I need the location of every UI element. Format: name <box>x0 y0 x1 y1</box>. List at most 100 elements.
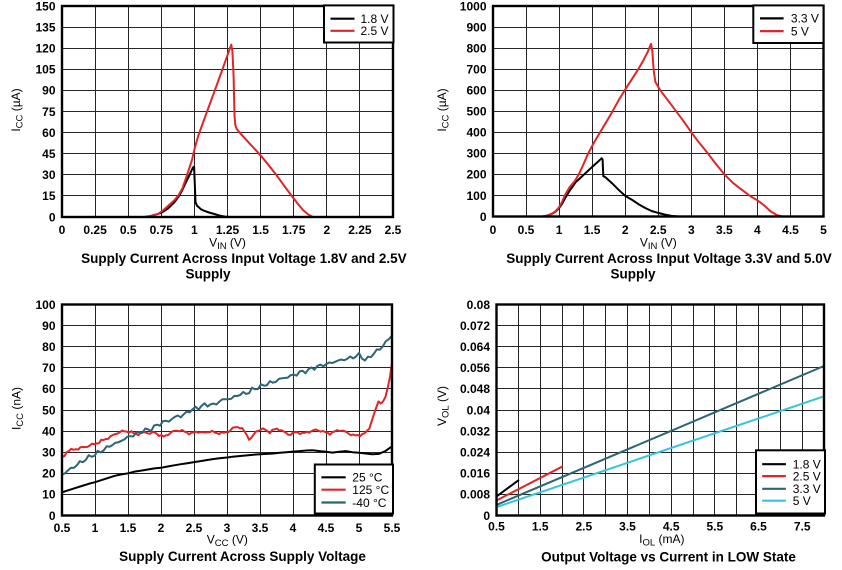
svg-text:105: 105 <box>35 63 55 77</box>
svg-text:800: 800 <box>466 41 486 55</box>
svg-text:3: 3 <box>688 223 695 237</box>
svg-text:3.5: 3.5 <box>619 520 636 534</box>
svg-text:Output Voltage vs Current in L: Output Voltage vs Current in LOW State <box>541 549 796 564</box>
svg-text:100: 100 <box>466 189 486 203</box>
svg-text:6.5: 6.5 <box>750 520 767 534</box>
svg-text:2.5: 2.5 <box>385 223 402 237</box>
svg-text:4.5: 4.5 <box>318 521 335 535</box>
svg-text:30: 30 <box>42 168 56 182</box>
svg-text:30: 30 <box>42 446 56 460</box>
svg-text:0.024: 0.024 <box>460 446 490 460</box>
svg-text:0.75: 0.75 <box>150 223 174 237</box>
svg-text:100: 100 <box>35 298 55 312</box>
svg-text:4.5: 4.5 <box>782 223 799 237</box>
svg-text:0.048: 0.048 <box>460 382 490 396</box>
svg-text:70: 70 <box>42 361 56 375</box>
svg-text:3: 3 <box>224 521 231 535</box>
svg-text:5: 5 <box>820 223 827 237</box>
svg-text:0.056: 0.056 <box>460 361 490 375</box>
svg-text:4: 4 <box>290 521 297 535</box>
svg-text:1000: 1000 <box>460 0 487 13</box>
svg-text:5 V: 5 V <box>793 494 811 508</box>
svg-text:2.5 V: 2.5 V <box>361 24 389 38</box>
svg-text:0.5: 0.5 <box>488 520 505 534</box>
svg-text:900: 900 <box>466 20 486 34</box>
svg-text:0.5: 0.5 <box>518 223 535 237</box>
svg-text:0.25: 0.25 <box>83 223 107 237</box>
svg-text:1.8 V: 1.8 V <box>793 458 821 472</box>
svg-text:1.5: 1.5 <box>584 223 601 237</box>
svg-text:75: 75 <box>42 105 56 119</box>
svg-text:45: 45 <box>42 147 56 161</box>
svg-text:150: 150 <box>35 0 55 13</box>
svg-text:0: 0 <box>59 223 66 237</box>
svg-text:3.5: 3.5 <box>252 521 269 535</box>
svg-text:0.5: 0.5 <box>54 521 71 535</box>
svg-text:4.5: 4.5 <box>663 520 680 534</box>
svg-text:1.75: 1.75 <box>282 223 306 237</box>
svg-text:135: 135 <box>35 20 55 34</box>
svg-text:5 V: 5 V <box>791 24 809 38</box>
svg-text:300: 300 <box>466 147 486 161</box>
svg-text:0.064: 0.064 <box>460 340 490 354</box>
svg-text:1.25: 1.25 <box>216 223 240 237</box>
svg-text:3.5: 3.5 <box>716 223 733 237</box>
svg-text:20: 20 <box>42 467 56 481</box>
svg-text:1: 1 <box>92 521 99 535</box>
svg-text:7.5: 7.5 <box>794 520 811 534</box>
svg-text:4: 4 <box>754 223 761 237</box>
svg-text:25 °C: 25 °C <box>352 471 382 485</box>
svg-text:5.5: 5.5 <box>384 521 401 535</box>
svg-text:700: 700 <box>466 63 486 77</box>
svg-text:1.8 V: 1.8 V <box>361 12 389 26</box>
svg-text:3.3 V: 3.3 V <box>793 482 821 496</box>
svg-text:2: 2 <box>622 223 629 237</box>
svg-text:2: 2 <box>323 223 330 237</box>
svg-text:60: 60 <box>42 382 56 396</box>
svg-text:400: 400 <box>466 126 486 140</box>
svg-text:60: 60 <box>42 126 56 140</box>
svg-text:2.5: 2.5 <box>575 520 592 534</box>
svg-text:0.032: 0.032 <box>460 424 490 438</box>
svg-text:Supply: Supply <box>610 267 655 282</box>
svg-text:1.5: 1.5 <box>532 520 549 534</box>
svg-text:0.008: 0.008 <box>460 488 490 502</box>
svg-text:50: 50 <box>42 403 56 417</box>
svg-text:0.5: 0.5 <box>120 223 137 237</box>
svg-text:1.5: 1.5 <box>252 223 269 237</box>
svg-text:80: 80 <box>42 340 56 354</box>
svg-text:5: 5 <box>356 521 363 535</box>
svg-text:2.5: 2.5 <box>186 521 203 535</box>
svg-text:1: 1 <box>191 223 198 237</box>
svg-text:0: 0 <box>480 210 487 224</box>
svg-text:0: 0 <box>483 509 490 523</box>
svg-text:120: 120 <box>35 42 55 56</box>
svg-text:125 °C: 125 °C <box>352 483 389 497</box>
svg-text:0: 0 <box>49 210 56 224</box>
svg-text:0.072: 0.072 <box>460 319 490 333</box>
svg-text:600: 600 <box>466 84 486 98</box>
svg-text:Supply: Supply <box>185 267 230 282</box>
svg-text:40: 40 <box>42 424 56 438</box>
svg-text:Supply Current Across Supply V: Supply Current Across Supply Voltage <box>119 549 366 564</box>
svg-text:90: 90 <box>42 84 56 98</box>
svg-text:-40 °C: -40 °C <box>352 496 386 510</box>
svg-text:1.5: 1.5 <box>120 521 137 535</box>
svg-text:15: 15 <box>42 189 56 203</box>
svg-text:0: 0 <box>490 223 497 237</box>
svg-text:0.08: 0.08 <box>467 298 491 312</box>
svg-text:90: 90 <box>42 319 56 333</box>
svg-text:10: 10 <box>42 488 56 502</box>
svg-text:2: 2 <box>158 521 165 535</box>
svg-text:Supply Current Across Input Vo: Supply Current Across Input Voltage 1.8V… <box>81 251 407 266</box>
svg-text:1: 1 <box>556 223 563 237</box>
svg-text:ICC (µA): ICC (µA) <box>435 88 452 131</box>
svg-text:200: 200 <box>466 168 486 182</box>
svg-text:0.016: 0.016 <box>460 467 490 481</box>
svg-text:3.3 V: 3.3 V <box>791 12 819 26</box>
svg-text:0.04: 0.04 <box>467 403 491 417</box>
svg-text:500: 500 <box>466 105 486 119</box>
svg-text:5.5: 5.5 <box>706 520 723 534</box>
svg-text:2.25: 2.25 <box>348 223 372 237</box>
svg-text:2.5 V: 2.5 V <box>793 469 821 483</box>
